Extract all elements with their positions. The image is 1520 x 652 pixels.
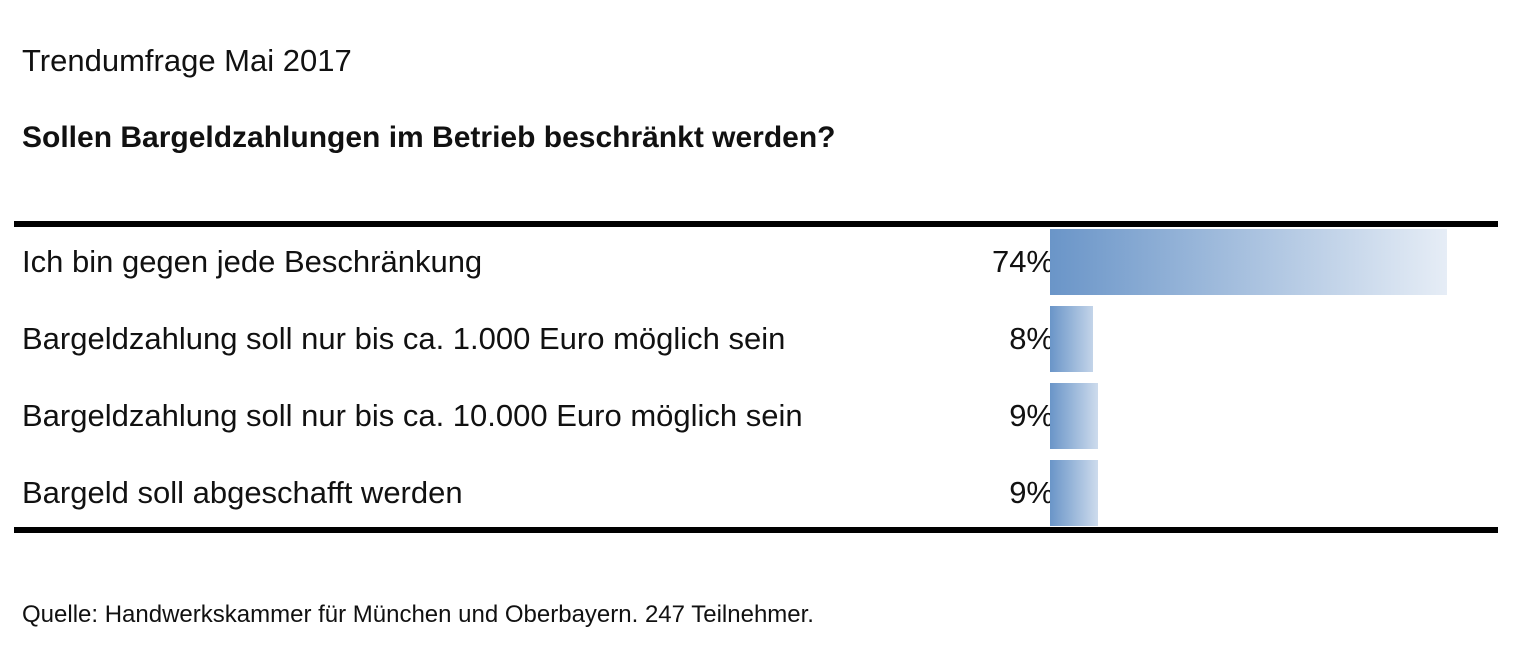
source-note: Quelle: Handwerkskammer für München und … bbox=[22, 601, 814, 628]
bar bbox=[1050, 229, 1447, 295]
chart-title: Sollen Bargeldzahlungen im Betrieb besch… bbox=[22, 121, 836, 154]
bar-row: Bargeldzahlung soll nur bis ca. 1.000 Eu… bbox=[14, 306, 1498, 372]
category-label: Ich bin gegen jede Beschränkung bbox=[22, 244, 483, 279]
bar-row: Ich bin gegen jede Beschränkung 74% bbox=[14, 229, 1498, 295]
chart-subtitle: Trendumfrage Mai 2017 bbox=[22, 43, 352, 78]
value-label: 9% bbox=[1009, 398, 1054, 433]
bar-row: Bargeld soll abgeschafft werden 9% bbox=[14, 460, 1498, 526]
category-label: Bargeldzahlung soll nur bis ca. 10.000 E… bbox=[22, 398, 803, 433]
bar bbox=[1050, 460, 1098, 526]
value-label: 9% bbox=[1009, 475, 1054, 510]
bar bbox=[1050, 383, 1098, 449]
category-label: Bargeld soll abgeschafft werden bbox=[22, 475, 463, 510]
bar-row: Bargeldzahlung soll nur bis ca. 10.000 E… bbox=[14, 383, 1498, 449]
bar bbox=[1050, 306, 1093, 372]
bottom-rule bbox=[14, 527, 1498, 533]
top-rule bbox=[14, 221, 1498, 227]
category-label: Bargeldzahlung soll nur bis ca. 1.000 Eu… bbox=[22, 321, 786, 356]
value-label: 74% bbox=[991, 244, 1054, 279]
value-label: 8% bbox=[1009, 321, 1054, 356]
